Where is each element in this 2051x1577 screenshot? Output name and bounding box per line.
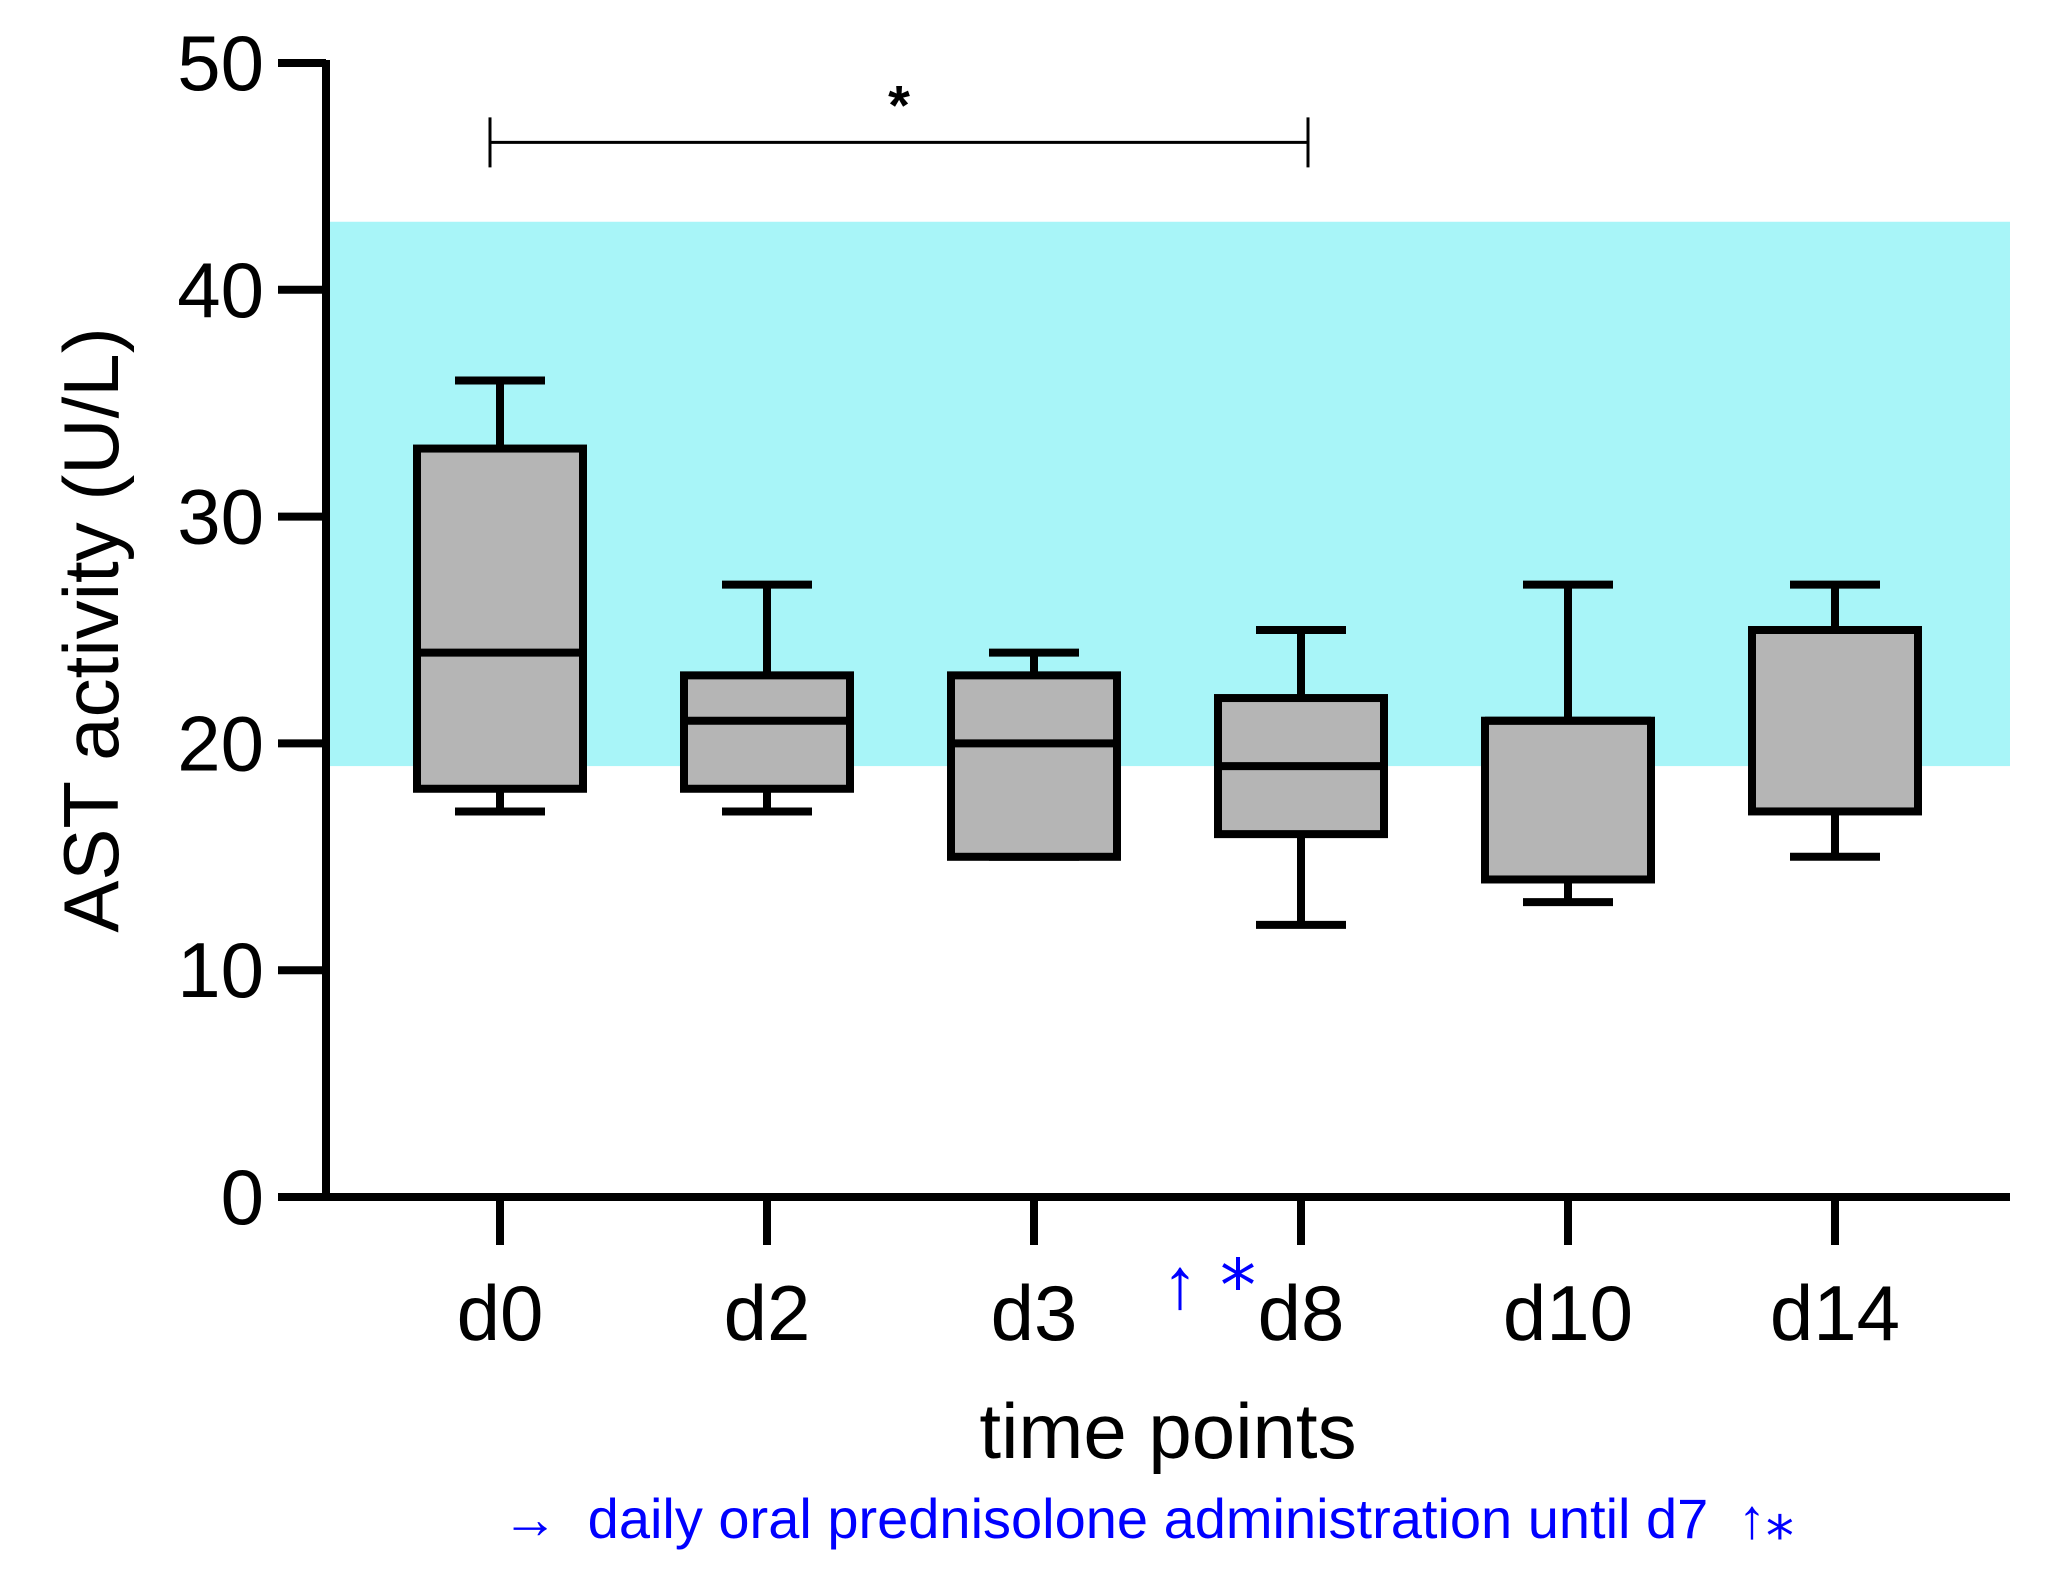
note-text: daily oral prednisolone administration u… xyxy=(588,1487,1709,1550)
box-iqr xyxy=(413,444,587,793)
y-axis-ticks: 0 10 20 30 40 50 xyxy=(177,19,326,1241)
box-iqr xyxy=(947,671,1121,861)
box-iqr xyxy=(680,671,854,793)
x-tick-label: d3 xyxy=(991,1269,1078,1357)
x-tick-label: d10 xyxy=(1503,1269,1633,1357)
significance-bracket xyxy=(488,117,1310,168)
x-tick-label: d8 xyxy=(1258,1269,1345,1357)
x-tick-label: d14 xyxy=(1770,1269,1900,1357)
box-d0 xyxy=(413,376,587,816)
treatment-asterisk-icon: ⁎ xyxy=(1220,1224,1256,1304)
note-suffix: ↑⁎ xyxy=(1738,1487,1794,1550)
x-tick-label: d0 xyxy=(457,1269,544,1357)
box-d3 xyxy=(947,648,1121,861)
box-iqr xyxy=(1748,626,1922,816)
x-tick-label: d2 xyxy=(724,1269,811,1357)
x-axis-title: time points xyxy=(979,1387,1356,1475)
y-tick-label: 10 xyxy=(177,926,264,1014)
box-d8 xyxy=(1214,626,1388,929)
y-tick-label: 0 xyxy=(221,1153,264,1241)
note-arrow-icon: → xyxy=(502,1487,558,1550)
y-axis-title: AST activity (U/L) xyxy=(47,327,135,932)
box-d10 xyxy=(1481,580,1655,907)
box-d2 xyxy=(680,580,854,816)
y-tick-label: 50 xyxy=(177,19,264,107)
y-tick-label: 40 xyxy=(177,246,264,334)
y-tick-label: 30 xyxy=(177,473,264,561)
box-d14 xyxy=(1748,580,1922,861)
box-iqr xyxy=(1481,716,1655,884)
reference-range-band xyxy=(326,221,2010,767)
significance-star: * xyxy=(888,73,910,136)
x-axis-ticks: d0 d2 d3 d8 d10 d14 xyxy=(457,1197,1900,1357)
box-series xyxy=(413,376,1922,929)
treatment-note: → daily oral prednisolone administration… xyxy=(502,1487,1794,1550)
y-tick-label: 20 xyxy=(177,699,264,787)
treatment-arrow-icon: ↑ xyxy=(1162,1244,1198,1324)
